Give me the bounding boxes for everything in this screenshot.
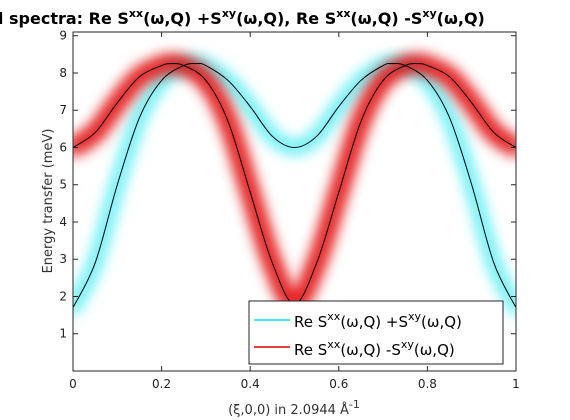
data-point — [250, 192, 251, 193]
y-tick-label: 7 — [59, 103, 67, 117]
data-point — [383, 65, 384, 66]
data-point — [493, 132, 494, 133]
data-point — [205, 65, 206, 66]
x-tick-label: 1 — [512, 377, 520, 391]
data-point — [170, 63, 171, 64]
legend-box — [248, 300, 504, 365]
data-point — [449, 76, 450, 77]
data-point — [161, 65, 162, 66]
data-point — [205, 80, 206, 81]
data-point — [316, 262, 317, 263]
data-point — [427, 80, 428, 81]
data-point — [338, 192, 339, 193]
x-axis-label: (ξ,0,0) in 2.0944 Å-1 — [228, 398, 360, 418]
data-point — [250, 106, 251, 107]
data-point — [183, 65, 184, 66]
data-point — [227, 121, 228, 122]
data-point — [117, 102, 118, 103]
data-point — [493, 262, 494, 263]
y-tick-label: 6 — [59, 140, 67, 154]
y-tick-label: 9 — [59, 29, 67, 43]
y-tick-label: 2 — [59, 289, 67, 303]
data-point — [272, 136, 273, 137]
data-point — [227, 80, 228, 81]
y-tick-label: 1 — [59, 327, 67, 341]
y-tick-label: 4 — [59, 215, 67, 229]
y-tick-label: 3 — [59, 252, 67, 266]
y-tick-label: 5 — [59, 178, 67, 192]
data-point — [449, 117, 450, 118]
x-tick-label: 0.6 — [329, 377, 348, 391]
x-tick-label: 0.8 — [418, 377, 437, 391]
data-point — [316, 136, 317, 137]
data-point — [360, 80, 361, 81]
y-tick-label: 8 — [59, 66, 67, 80]
data-point — [338, 106, 339, 107]
x-tick-label: 0.2 — [152, 377, 171, 391]
x-tick-label: 0 — [69, 377, 77, 391]
data-point — [117, 184, 118, 185]
legend-entry-cyan: Re Sxx(ω,Q) +Sxy(ω,Q) — [294, 310, 462, 331]
data-point — [391, 63, 392, 64]
data-point — [405, 65, 406, 66]
chart-title: d spectra: Re Sxx(ω,Q) +Sxy(ω,Q), Re Sxx… — [0, 7, 485, 28]
tick-layer: 0 0.2 0.4 0.6 0.8 1 1 2 3 4 5 6 7 8 9 — [59, 29, 519, 391]
legend: Re Sxx(ω,Q) +Sxy(ω,Q) Re Sxx(ω,Q) -Sxy(ω… — [248, 300, 504, 365]
series-line-cyan — [73, 63, 516, 308]
data-point — [196, 63, 197, 64]
data-point — [471, 184, 472, 185]
data-point — [139, 117, 140, 118]
data-point — [294, 147, 295, 148]
data-point — [139, 76, 140, 77]
data-point — [418, 63, 419, 64]
data-point — [95, 132, 96, 133]
y-axis-label: Energy transfer (meV) — [41, 129, 56, 274]
x-tick-label: 0.4 — [241, 377, 260, 391]
data-point — [272, 262, 273, 263]
data-point — [95, 262, 96, 263]
axes-frame — [72, 31, 517, 372]
data-point — [427, 65, 428, 66]
data-point — [360, 121, 361, 122]
data-point — [161, 80, 162, 81]
legend-entry-red: Re Sxx(ω,Q) -Sxy(ω,Q) — [294, 338, 455, 359]
data-point — [471, 102, 472, 103]
data-point — [383, 80, 384, 81]
